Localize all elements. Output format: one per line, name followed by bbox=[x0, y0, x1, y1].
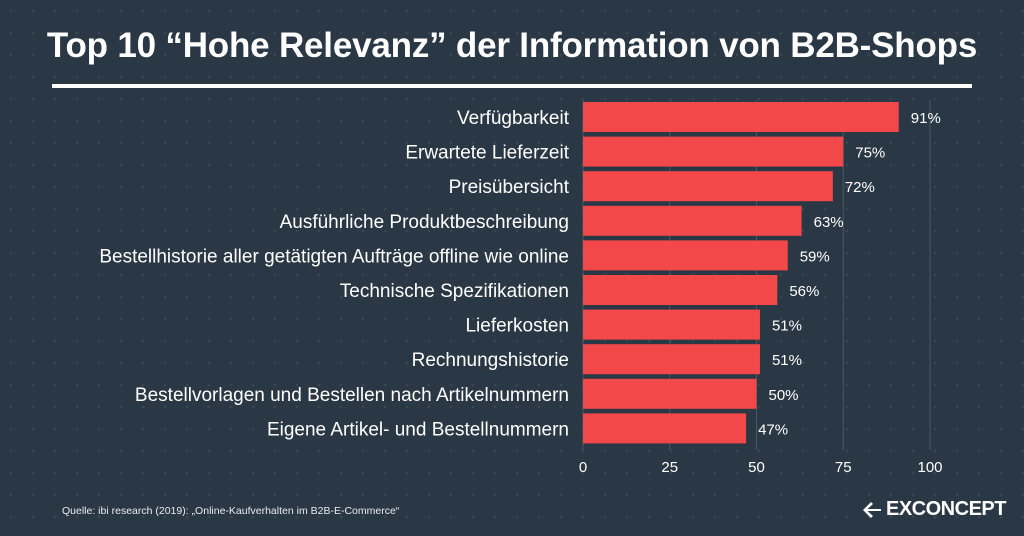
exconcept-logo: EXCONCEPT bbox=[862, 498, 1006, 521]
x-tick-label: 75 bbox=[835, 459, 852, 476]
logo-text: EXCONCEPT bbox=[886, 498, 1006, 520]
data-label: 63% bbox=[814, 214, 844, 231]
bar bbox=[583, 240, 788, 271]
category-label: Ausführliche Produktbeschreibung bbox=[280, 212, 569, 233]
x-tick-label: 25 bbox=[661, 459, 678, 476]
x-tick-label: 100 bbox=[917, 459, 942, 476]
bar bbox=[583, 413, 747, 444]
category-label: Erwartete Lieferzeit bbox=[405, 143, 569, 164]
bar bbox=[583, 275, 778, 305]
category-label: Technische Spezifikationen bbox=[340, 281, 569, 302]
arrow-logo-icon bbox=[863, 501, 881, 518]
data-label: 75% bbox=[855, 145, 885, 162]
category-label: Preisübersicht bbox=[449, 177, 570, 198]
source-note: Quelle: ibi research (2019): „Online-Kau… bbox=[62, 505, 400, 517]
data-label: 50% bbox=[769, 387, 799, 404]
value-labels: 91% 75% 72% 63% 59% 56% 51% 51% 50% 47% bbox=[758, 110, 941, 438]
bar-chart: Verfügbarkeit Erwartete Lieferzeit Preisüb… bbox=[99, 100, 943, 476]
category-label: Verfügbarkeit bbox=[457, 108, 570, 129]
bar bbox=[583, 378, 757, 409]
bar bbox=[583, 344, 760, 375]
x-tick-label: 50 bbox=[748, 459, 765, 476]
bar bbox=[583, 136, 844, 167]
bar bbox=[583, 205, 802, 236]
category-label: Bestellvorlagen und Bestellen nach Artik… bbox=[135, 385, 569, 406]
category-label: Eigene Artikel- und Bestellnummern bbox=[267, 419, 569, 440]
bar bbox=[583, 171, 833, 202]
category-labels: Verfügbarkeit Erwartete Lieferzeit Preisüb… bbox=[99, 108, 569, 440]
data-label: 51% bbox=[772, 352, 802, 369]
title-divider bbox=[52, 84, 972, 88]
bar bbox=[583, 102, 899, 132]
data-label: 72% bbox=[845, 179, 875, 196]
category-label: Bestellhistorie aller getätigten Aufträg… bbox=[99, 246, 569, 267]
bars bbox=[583, 102, 899, 444]
data-label: 91% bbox=[911, 110, 941, 127]
chart-title: Top 10 “Hohe Relevanz” der Information v… bbox=[46, 26, 978, 65]
data-label: 59% bbox=[800, 248, 830, 265]
bar bbox=[583, 309, 760, 340]
data-label: 47% bbox=[758, 421, 788, 438]
x-tick-label: 0 bbox=[579, 459, 587, 476]
category-label: Rechnungshistorie bbox=[412, 350, 569, 371]
data-label: 56% bbox=[789, 283, 819, 300]
x-axis-ticks: 0 25 50 75 100 bbox=[579, 459, 943, 476]
data-label: 51% bbox=[772, 318, 802, 335]
category-label: Lieferkosten bbox=[465, 316, 569, 337]
